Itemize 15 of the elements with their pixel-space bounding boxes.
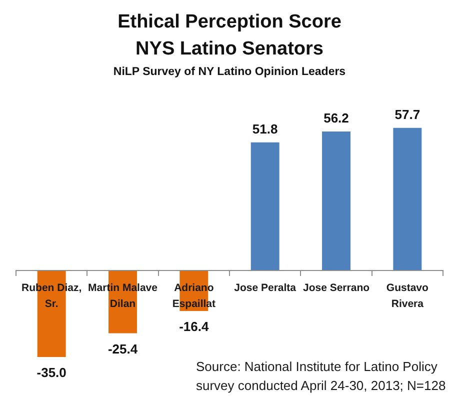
bar [393,128,422,270]
source-note: Source: National Institute for Latino Policy survey conducted April 24-30, 2013; N=128 [196,358,447,395]
x-tick-label: Jose Serrano [302,282,370,294]
data-label: 51.8 [252,121,278,136]
data-label: 57.7 [394,106,420,122]
x-tick-label: Jose Peralta [234,282,296,294]
data-label: 56.2 [324,110,349,126]
bar [322,131,350,270]
data-label: -16.4 [179,319,210,334]
chart-title: Ethical Perception Score NYS Latino Senators [118,12,342,60]
data-label: -35.0 [36,365,66,380]
data-label: -25.4 [108,341,138,356]
bar [250,142,280,270]
chart-subtitle: NiLP Survey of NY Latino Opinion Leaders [113,66,346,78]
x-tick-label: Gustavo Rivera [386,282,428,310]
